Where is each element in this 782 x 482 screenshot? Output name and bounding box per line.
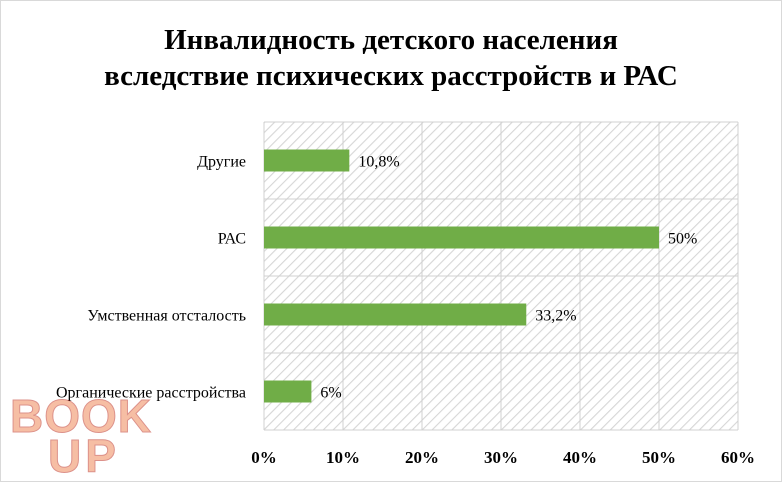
x-tick-labels: 0% 10% 20% 30% 40% 50% 60% (251, 448, 755, 467)
value-labels: 10,8% 50% 33,2% 6% (320, 154, 697, 402)
bar (264, 303, 527, 326)
data-label: 50% (668, 231, 697, 248)
x-tick-label: 0% (251, 448, 277, 467)
x-tick-label: 40% (563, 448, 597, 467)
category-labels: Другие РАС Умственная отсталость Органическ… (56, 154, 246, 402)
watermark-text-top: BOOK (10, 392, 152, 442)
gridlines (263, 121, 739, 431)
bookup-watermark-logo: BOOK UP (10, 392, 152, 476)
category-label: Другие (197, 154, 246, 171)
data-label: 6% (320, 385, 341, 402)
chart-title-line-2: вследствие психических расстройств и РАС (104, 60, 678, 92)
x-tick-label: 30% (484, 448, 518, 467)
bars-group (264, 149, 659, 403)
x-tick-label: 60% (721, 448, 755, 467)
data-label: 10,8% (358, 154, 399, 171)
category-label: РАС (218, 231, 246, 248)
category-label: Умственная отсталость (87, 308, 246, 325)
watermark-text-bottom: UP (48, 430, 120, 476)
x-tick-label: 10% (326, 448, 360, 467)
x-tick-label: 50% (642, 448, 676, 467)
x-tick-label: 20% (405, 448, 439, 467)
category-label: Органические расстройства (56, 385, 246, 402)
chart-title-line-1: Инвалидность детского населения (164, 24, 618, 56)
bar (264, 226, 659, 249)
chart-title: Инвалидность детского населения вследств… (0, 22, 782, 94)
bar (264, 149, 350, 172)
bar (264, 380, 312, 403)
data-label: 33,2% (535, 308, 576, 325)
